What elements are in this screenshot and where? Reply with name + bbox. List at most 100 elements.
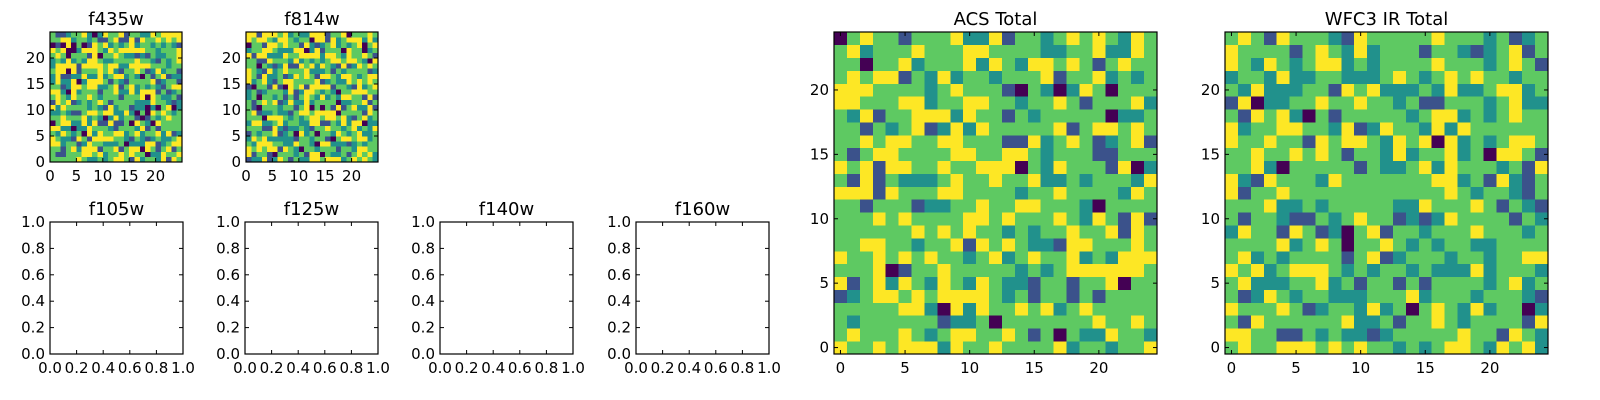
heatmap-cell <box>1131 289 1145 303</box>
heatmap-cell <box>251 125 257 132</box>
heatmap-cell <box>1225 44 1239 59</box>
heatmap-cell <box>367 63 374 69</box>
heatmap-cell <box>256 58 263 64</box>
heatmap-cell <box>859 341 874 355</box>
heatmap-cell <box>341 94 347 100</box>
heatmap-cell <box>1250 70 1265 84</box>
heatmap-cell <box>261 151 268 158</box>
heatmap-cell <box>1418 276 1433 290</box>
y-tick-label: 1.0 <box>21 213 45 231</box>
heatmap-cell <box>102 37 109 43</box>
heatmap-cell <box>118 32 125 38</box>
heatmap-cell <box>924 173 938 187</box>
heatmap-cell <box>1092 225 1106 239</box>
heatmap-cell <box>1392 225 1407 239</box>
heatmap-cell <box>108 104 114 111</box>
heatmap-cell <box>1457 96 1471 110</box>
heatmap-cell <box>1079 263 1093 278</box>
heatmap-cell <box>1418 44 1433 59</box>
heatmap-cell <box>304 89 310 95</box>
heatmap-cell <box>1237 276 1252 290</box>
heatmap-cell <box>171 47 178 54</box>
heatmap-cell <box>1289 70 1303 84</box>
heatmap-cell <box>1027 328 1042 342</box>
heatmap-cell <box>1341 250 1355 265</box>
heatmap-cell <box>346 110 352 116</box>
heatmap-cell <box>1289 199 1303 213</box>
x-tick-label: 20 <box>342 167 361 185</box>
heatmap-cell <box>325 130 331 137</box>
heatmap-cell <box>898 173 912 187</box>
heatmap-cell <box>1405 83 1420 97</box>
heatmap-cell <box>92 115 98 121</box>
heatmap-cell <box>1483 238 1497 252</box>
heatmap-cell <box>166 146 172 152</box>
heatmap-cell <box>1105 276 1119 290</box>
heatmap-cell <box>1225 250 1239 265</box>
heatmap-cell <box>330 146 337 152</box>
heatmap-cell <box>171 125 178 132</box>
heatmap-cell <box>1509 44 1523 59</box>
heatmap-cell <box>160 120 167 126</box>
heatmap-cell <box>1053 263 1067 278</box>
heatmap-cell <box>1289 32 1303 46</box>
heatmap-cell <box>113 151 119 158</box>
heatmap-cell <box>367 42 374 48</box>
heatmap-cell <box>1315 341 1329 355</box>
y-tick-label: 0.6 <box>21 266 45 284</box>
heatmap-cell <box>113 42 119 48</box>
heatmap-cell <box>872 250 886 265</box>
heatmap-cell <box>1118 199 1132 213</box>
heatmap-cell <box>282 37 289 43</box>
y-tick-label: 5 <box>231 127 241 145</box>
heatmap-cell <box>1315 328 1329 342</box>
heatmap-cell <box>298 104 305 111</box>
heatmap-cell <box>1276 302 1290 316</box>
heatmap-cell <box>97 125 104 132</box>
heatmap-cell <box>351 68 358 74</box>
heatmap-cell <box>834 302 848 316</box>
heatmap-cell <box>123 120 130 126</box>
heatmap-cell <box>1418 199 1433 213</box>
heatmap-cell <box>319 37 326 43</box>
heatmap-cell <box>1405 263 1420 278</box>
heatmap-cell <box>1444 341 1458 355</box>
heatmap-cell <box>335 141 342 147</box>
heatmap-cell <box>139 125 146 132</box>
heatmap-cell <box>129 89 135 95</box>
heatmap-cell <box>1535 212 1549 226</box>
axes-frame <box>49 221 184 355</box>
heatmap-cell <box>872 302 886 316</box>
heatmap-cell <box>102 63 109 69</box>
y-tick-label: 0.0 <box>607 345 631 363</box>
heatmap-cell <box>129 156 135 163</box>
heatmap-cell <box>150 42 156 48</box>
heatmap-cell <box>924 160 938 174</box>
heatmap-cell <box>309 78 315 85</box>
heatmap-cell <box>1367 302 1381 316</box>
heatmap-cell <box>1131 186 1145 200</box>
heatmap-cell <box>150 104 156 111</box>
heatmap-cell <box>859 289 874 303</box>
heatmap-cell <box>351 63 358 69</box>
heatmap-cell <box>885 212 899 226</box>
heatmap-cell <box>1014 109 1029 123</box>
heatmap-cell <box>309 156 315 163</box>
heatmap-cell <box>71 151 77 158</box>
heatmap-cell <box>102 99 109 106</box>
heatmap-cell <box>898 199 912 213</box>
heatmap-cell <box>267 141 273 147</box>
heatmap-cell <box>1496 199 1510 213</box>
heatmap-cell <box>351 136 358 142</box>
heatmap-cell <box>277 115 284 121</box>
heatmap-cell <box>92 104 98 111</box>
heatmap-cell <box>282 63 289 69</box>
heatmap-cell <box>1470 263 1484 278</box>
heatmap-cell <box>1354 315 1368 329</box>
heatmap-cell <box>1470 328 1484 342</box>
heatmap-cell <box>298 78 305 85</box>
heatmap-cell <box>1014 70 1029 84</box>
heatmap-cell <box>1354 135 1368 149</box>
heatmap-cell <box>293 89 300 95</box>
heatmap-cell <box>1118 315 1132 329</box>
